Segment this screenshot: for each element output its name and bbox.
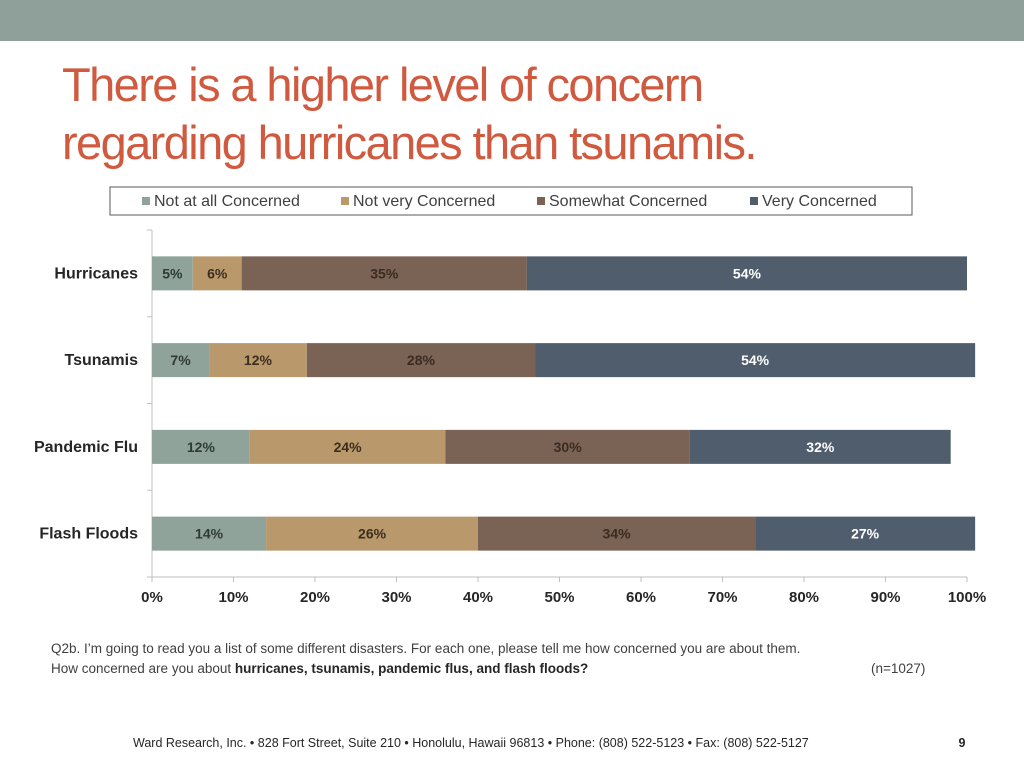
data-label: 28%	[407, 352, 436, 368]
data-label: 30%	[554, 439, 583, 455]
data-label: 6%	[207, 265, 228, 281]
bar-segment	[192, 256, 242, 291]
x-tick-label: 40%	[463, 589, 493, 606]
bar-segment	[535, 343, 976, 378]
category-label: Hurricanes	[54, 265, 138, 282]
legend-swatch	[750, 197, 758, 205]
bar-segment	[241, 256, 527, 291]
bar-segment	[249, 429, 446, 464]
x-tick-label: 70%	[707, 589, 737, 606]
stacked-bar-chart: Not at all Concerned Not very Concerned So…	[34, 186, 986, 606]
data-label: 27%	[851, 526, 880, 542]
category-label: Flash Floods	[39, 526, 138, 543]
legend-swatch	[142, 197, 150, 205]
footnote-line-2: How concerned are you about hurricanes, …	[51, 659, 951, 679]
slide-title: There is a higher level of concern regar…	[62, 56, 962, 172]
data-label: 54%	[733, 265, 762, 281]
category-label: Pandemic Flu	[34, 439, 138, 456]
top-bar	[0, 0, 1024, 41]
footnote-line-2-text: How concerned are you about	[51, 661, 235, 676]
x-tick-label: 0%	[141, 589, 163, 606]
bar-segment	[266, 516, 478, 551]
legend-label: Somewhat Concerned	[549, 193, 707, 210]
bar-segment	[152, 516, 267, 551]
bar-segment	[755, 516, 976, 551]
data-label: 5%	[162, 265, 183, 281]
bar-segment	[478, 516, 756, 551]
title-line-1: There is a higher level of concern	[62, 58, 704, 111]
data-label: 26%	[358, 526, 387, 542]
x-tick-label: 20%	[300, 589, 330, 606]
bar-segment	[209, 343, 307, 378]
page-number: 9	[958, 736, 966, 750]
data-label: 12%	[187, 439, 216, 455]
x-tick-label: 80%	[789, 589, 819, 606]
x-tick-label: 100%	[948, 589, 986, 606]
data-label: 7%	[170, 352, 191, 368]
data-label: 54%	[741, 352, 770, 368]
bar-segment	[152, 429, 250, 464]
data-label: 32%	[806, 439, 835, 455]
title-line-2: regarding hurricanes than tsunamis.	[62, 116, 757, 169]
footnote-line-1: Q2b. I’m going to read you a list of som…	[51, 641, 801, 656]
bar-segment	[306, 343, 536, 378]
category-label: Tsunamis	[65, 352, 139, 369]
bar-segment	[689, 429, 951, 464]
bar-segment	[152, 343, 210, 378]
x-tick-label: 30%	[381, 589, 411, 606]
data-label: 12%	[244, 352, 273, 368]
x-tick-label: 60%	[626, 589, 656, 606]
data-label: 35%	[370, 265, 399, 281]
legend-swatch	[341, 197, 349, 205]
legend-label: Very Concerned	[762, 193, 877, 210]
data-label: 14%	[195, 526, 224, 542]
x-tick-label: 50%	[544, 589, 574, 606]
data-label: 24%	[334, 439, 363, 455]
bar-segment	[445, 429, 690, 464]
x-tick-label: 90%	[870, 589, 900, 606]
footnote-line-2-bold: hurricanes, tsunamis, pandemic flus, and…	[234, 661, 589, 676]
legend-label: Not at all Concerned	[154, 193, 300, 210]
sample-size: (n=1027)	[871, 661, 926, 676]
legend-swatch	[537, 197, 545, 205]
legend-box	[109, 186, 913, 216]
x-tick-label: 10%	[218, 589, 248, 606]
bar-segment	[526, 256, 967, 291]
footer-contact: Ward Research, Inc. • 828 Fort Street, S…	[133, 736, 809, 750]
question-footnote: Q2b. I’m going to read you a list of som…	[51, 639, 951, 679]
data-label: 34%	[603, 526, 632, 542]
legend-label: Not very Concerned	[353, 193, 495, 210]
bar-segment	[152, 256, 193, 291]
